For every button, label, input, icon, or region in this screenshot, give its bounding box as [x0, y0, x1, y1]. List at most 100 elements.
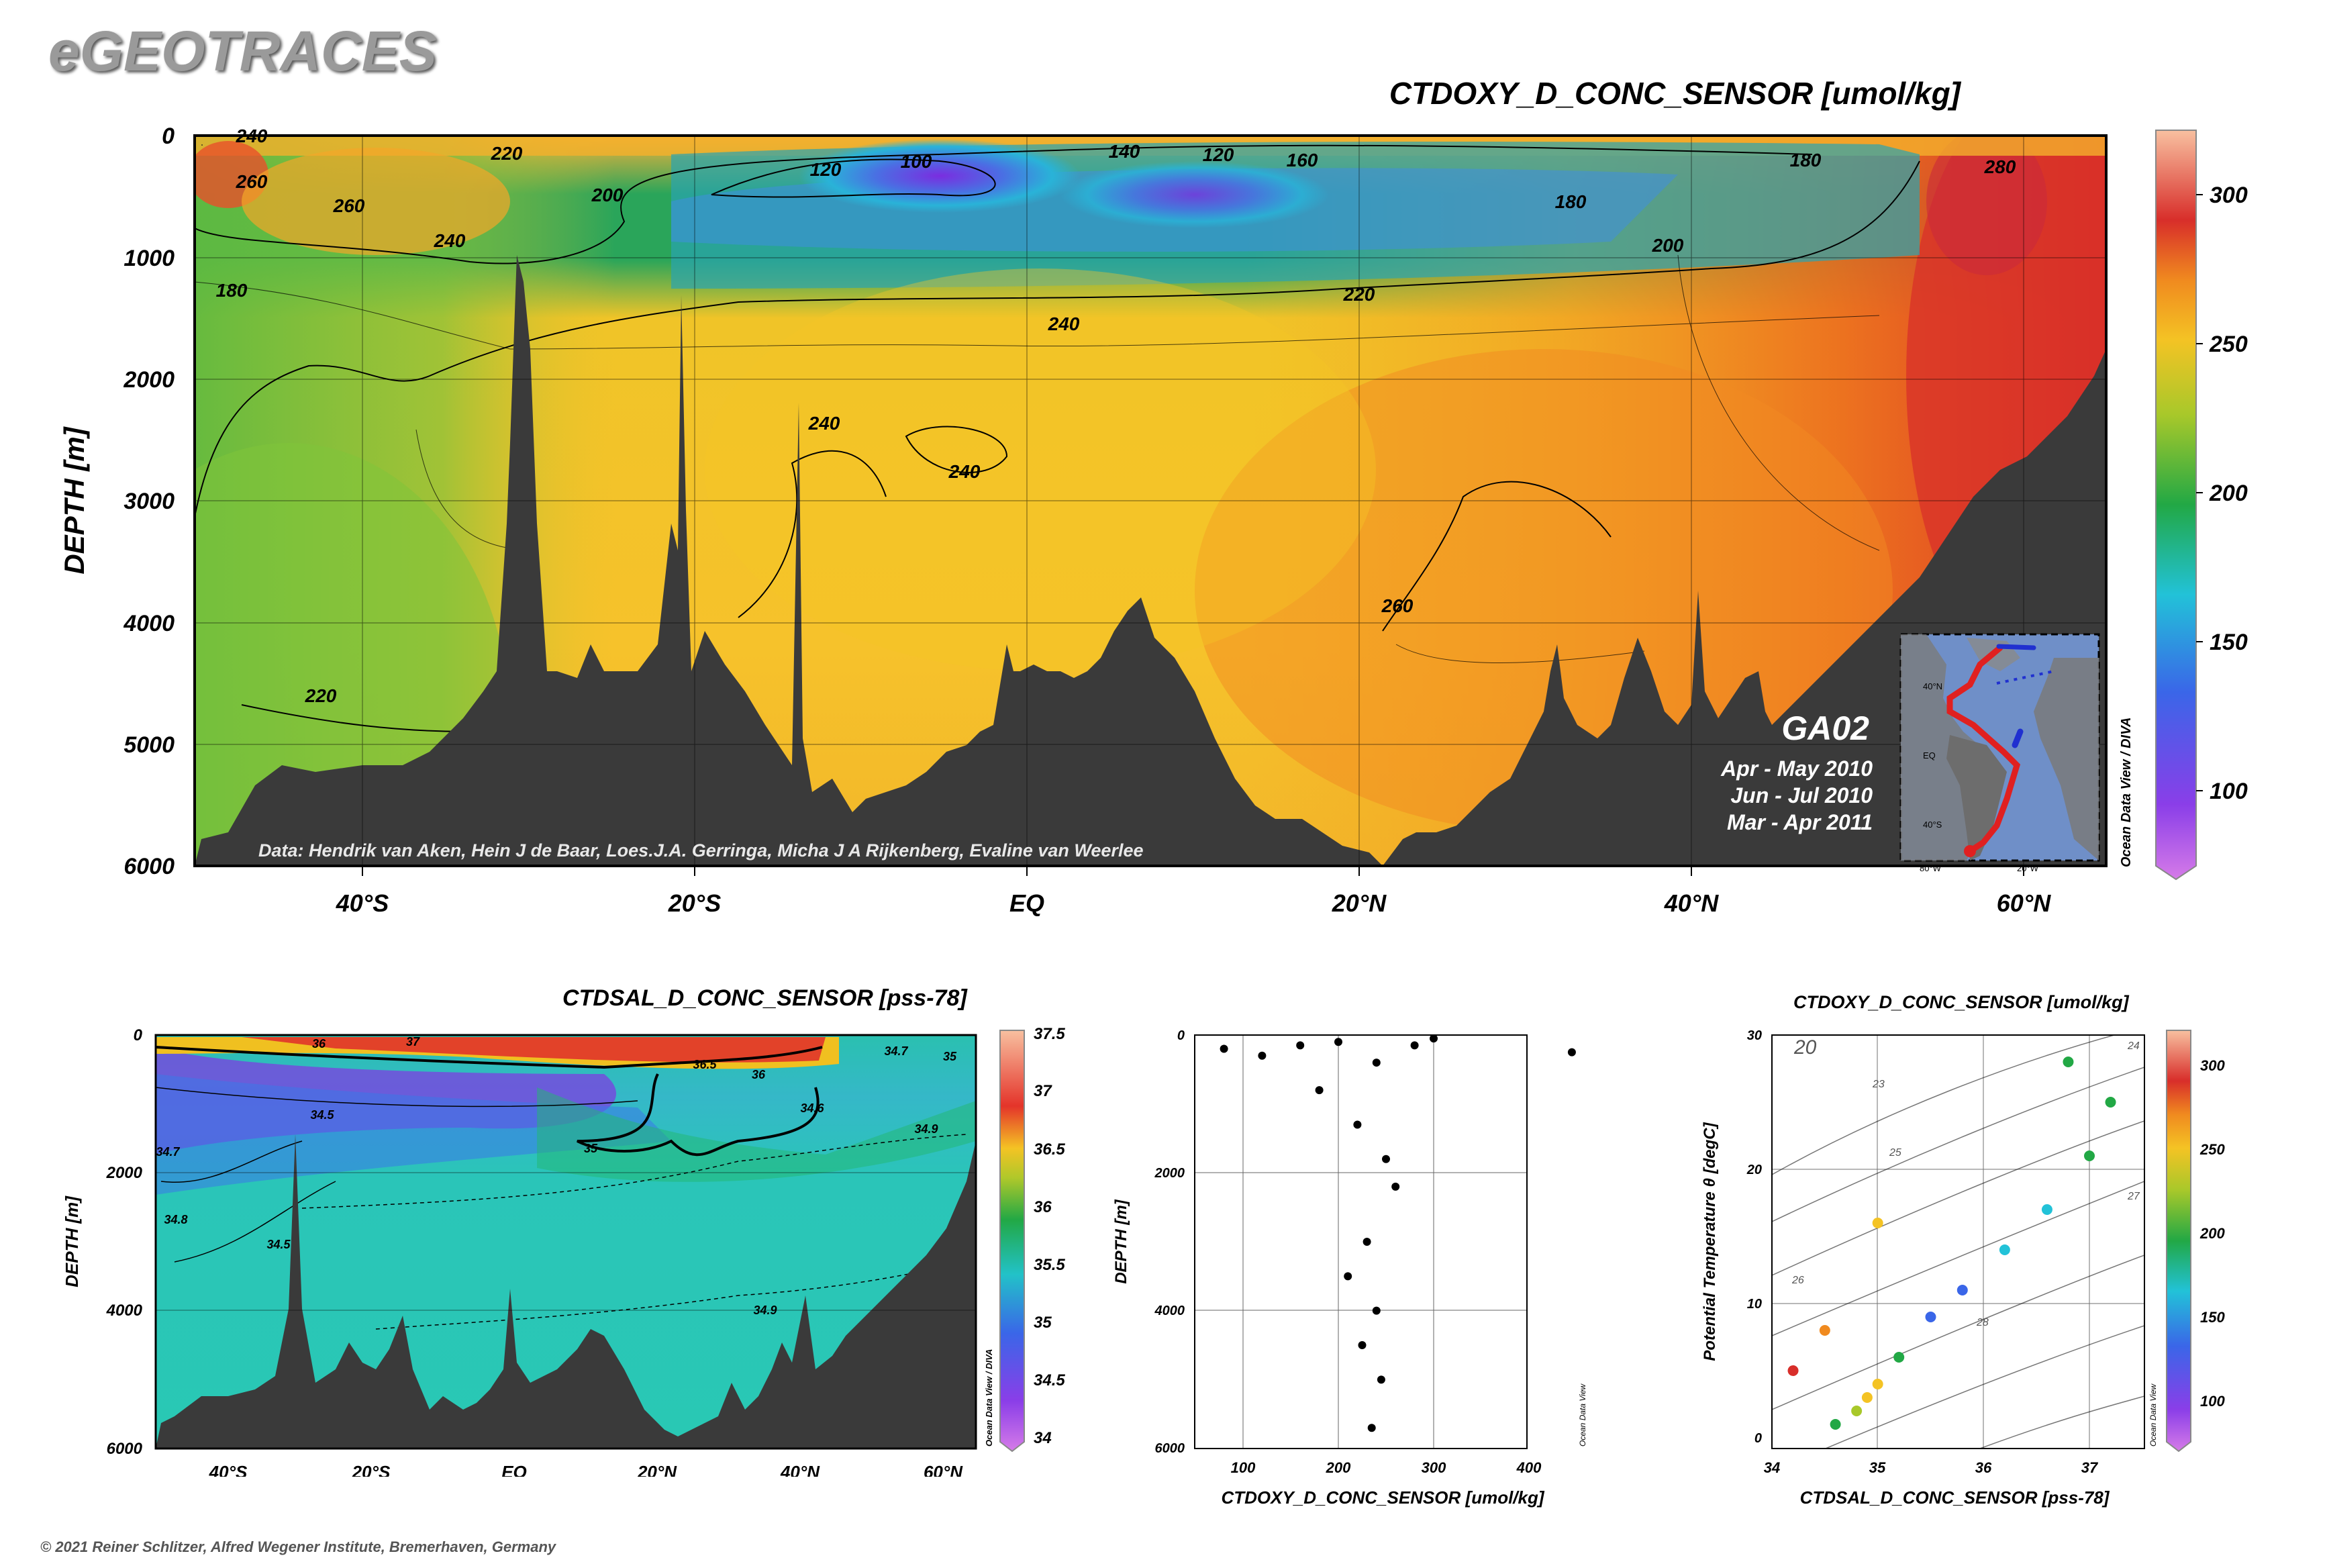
profile-point — [1258, 1051, 1267, 1060]
sal-contour-label: 34.5 — [266, 1238, 291, 1251]
sal-ylabel: DEPTH [m] — [62, 1195, 82, 1287]
main-contour-label: 200 — [591, 185, 624, 205]
main-contour-label: 180 — [1790, 150, 1822, 170]
ts-xlabel: CTDSAL_D_CONC_SENSOR [pss-78] — [1800, 1487, 2110, 1508]
cruise-date: Jun - Jul 2010 — [1730, 783, 1873, 807]
ts-point — [2041, 1204, 2052, 1215]
ts-point — [1893, 1352, 1905, 1363]
main-contour-label: 240 — [236, 126, 268, 146]
main-contour-label: 160 — [1287, 150, 1318, 170]
sal-contour-label: 34.9 — [753, 1304, 777, 1317]
profile-xtick: 100 — [1231, 1459, 1256, 1476]
ts-point — [1957, 1285, 1968, 1295]
ts-point — [2063, 1057, 2074, 1067]
profile-xtick: 400 — [1516, 1459, 1542, 1476]
main-ytick-4: 4000 — [123, 611, 175, 636]
sal-xtick: 40°N — [780, 1462, 820, 1477]
main-contour-label: 220 — [305, 685, 337, 706]
ts-cbar-tick: 100 — [2200, 1393, 2225, 1410]
sal-cbar-tick: 36.5 — [1034, 1140, 1065, 1159]
main-contour-label: 240 — [1048, 313, 1080, 334]
ts-title: CTDOXY_D_CONC_SENSOR [umol/kg] — [1793, 992, 2129, 1012]
salinity-title: CTDSAL_D_CONC_SENSOR [pss-78] — [562, 985, 967, 1011]
main-title: CTDOXY_D_CONC_SENSOR [umol/kg] — [1389, 76, 1961, 111]
ts-ytick: 20 — [1746, 1163, 1762, 1177]
main-xtick-40s: 40°S — [336, 889, 389, 917]
sal-odv-label: Ocean Data View / DIVA — [984, 1349, 994, 1447]
profile-xlabel: CTDOXY_D_CONC_SENSOR [umol/kg] — [1221, 1487, 1544, 1508]
profile-point — [1372, 1059, 1381, 1067]
sal-xtick: 20°N — [637, 1462, 677, 1477]
map-lon-label: 80°W — [1920, 863, 1942, 873]
profile-point — [1220, 1044, 1228, 1053]
ts-point — [1787, 1365, 1799, 1376]
profile-point — [1363, 1238, 1371, 1246]
profile-point — [1353, 1120, 1362, 1129]
main-contour-label: 120 — [1203, 144, 1234, 165]
ts-ytick: 10 — [1747, 1297, 1762, 1312]
profile-ytick: 4000 — [1154, 1304, 1185, 1318]
isopycnal-label: 25 — [1889, 1147, 1901, 1159]
sal-contour-label: 35 — [943, 1050, 957, 1063]
profile-xtick: 200 — [1326, 1459, 1351, 1476]
sal-xtick: 60°N — [924, 1462, 963, 1477]
main-contour-label: 180 — [1555, 191, 1587, 212]
main-ytick-6: 6000 — [123, 854, 175, 879]
map-lat-label: 40°S — [1923, 820, 1942, 830]
profile-point — [1410, 1041, 1419, 1050]
main-contour-label: 260 — [236, 171, 268, 192]
oxy-cbar-tick: 300 — [2210, 183, 2248, 208]
isopycnal-label: 24 — [2127, 1040, 2140, 1052]
ts-point — [1851, 1406, 1863, 1416]
profile-point — [1315, 1086, 1324, 1095]
profile-point — [1372, 1306, 1381, 1315]
profile-point — [1344, 1272, 1352, 1281]
data-credit: Data: Hendrik van Aken, Hein J de Baar, … — [258, 840, 1143, 861]
profile-ytick: 2000 — [1154, 1166, 1185, 1181]
isopycnal-label: 20 — [1793, 1036, 1817, 1059]
isopycnal-label: 23 — [1872, 1079, 1885, 1090]
brand-logo: eGEOTRACES — [48, 19, 437, 83]
map-lat-label: 40°N — [1923, 681, 1942, 691]
main-xtick-20s: 20°S — [668, 889, 721, 917]
sal-contour-label: 34.7 — [884, 1044, 908, 1058]
cruise-date: Mar - Apr 2011 — [1727, 810, 1873, 834]
profile-ylabel: DEPTH [m] — [1112, 1199, 1130, 1283]
oxy-cbar-tick: 250 — [2209, 332, 2248, 357]
oxygen-profile-plot: 0 2000 4000 6000 100 200 300 400 CTDOXY_… — [1112, 1028, 1587, 1508]
profile-point — [1334, 1038, 1342, 1046]
sal-cbar-tick: 35 — [1034, 1314, 1052, 1332]
ts-point — [1819, 1325, 1830, 1336]
ts-xtick: 35 — [1869, 1459, 1886, 1476]
sal-ytick: 4000 — [106, 1302, 143, 1320]
profile-ytick: 6000 — [1155, 1441, 1185, 1456]
sal-cbar-tick: 36 — [1034, 1198, 1052, 1216]
ts-cbar-tick: 200 — [2199, 1225, 2225, 1242]
oxy-cbar-tick: 200 — [2209, 481, 2248, 506]
main-contour-label: 240 — [808, 413, 840, 434]
ts-ytick: 0 — [1754, 1431, 1762, 1446]
sal-xtick: 40°S — [209, 1462, 248, 1477]
ts-xtick: 36 — [1975, 1459, 1992, 1476]
main-contour-label: 140 — [1109, 141, 1140, 162]
sal-xtick: 20°S — [352, 1462, 391, 1477]
sal-contour-label: 36 — [752, 1068, 766, 1081]
ts-colorbar: 300 250 200 150 100 — [2166, 1030, 2225, 1453]
ts-point — [1999, 1244, 2010, 1255]
ts-diagram-plot: 20 23 24 25 26 27 28 30 20 10 0 34 35 36… — [1701, 1028, 2225, 1508]
main-xtick-eq: EQ — [1009, 889, 1044, 917]
sal-contour-label: 36.5 — [693, 1058, 717, 1071]
profile-point — [1430, 1034, 1438, 1043]
profile-point — [1377, 1375, 1385, 1384]
main-contour-label: 260 — [333, 195, 365, 216]
main-ytick-5: 5000 — [123, 732, 175, 758]
main-ytick-3: 3000 — [123, 489, 175, 514]
profile-point — [1391, 1182, 1400, 1191]
sal-contour-label: 35 — [584, 1142, 598, 1155]
main-ylabel: DEPTH [m] — [58, 426, 90, 574]
main-ytick-0: 0 — [162, 124, 175, 149]
profile-ytick: 0 — [1177, 1028, 1185, 1043]
profile-point — [1567, 1048, 1576, 1057]
main-contour-label: 120 — [810, 159, 842, 180]
ts-cbar-tick: 150 — [2200, 1309, 2225, 1326]
